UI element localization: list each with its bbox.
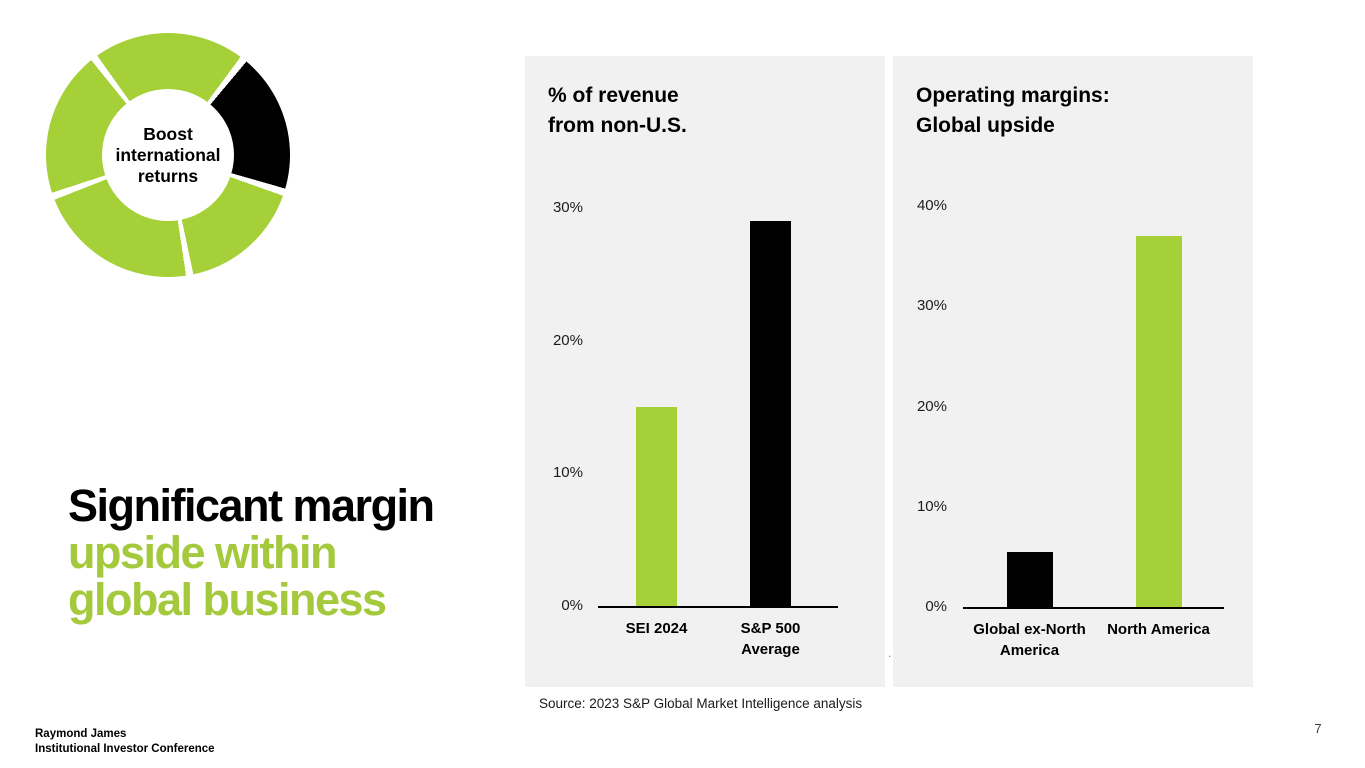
headline-line-2: upside within [68,527,337,578]
bar-chart-operating-margins: 0% 10% 20% 30% 40% Global ex-North America Nor… [893,56,1253,687]
bar-global-ex-north-america [1006,551,1053,607]
y-axis-tick-label: 30% [552,198,583,216]
page-number: 7 [1314,721,1322,736]
y-axis-tick-label: 40% [916,197,947,215]
donut-label: Boost international returns [115,123,221,186]
slide-footer: Raymond James Institutional Investor Con… [35,727,215,757]
x-axis-line [963,607,1224,609]
footer-company: Raymond James [35,728,127,740]
x-axis-category-label: North America [1107,621,1210,638]
bar-north-america [1135,236,1182,607]
headline-line-3: global business [68,574,387,625]
y-axis-tick-label: 0% [561,597,583,614]
source-note: Source: 2023 S&P Global Market Intellige… [539,696,863,711]
y-axis-tick-label: 0% [925,598,947,615]
headline-line-1: Significant margin [68,480,435,531]
bar-sei-2024 [636,406,677,606]
bar-chart-revenue-non-us: 0% 10% 20% 30% SEI 2024 S&P 500 Average [525,56,885,687]
footer-event: Institutional Investor Conference [35,743,215,755]
donut-hole: Boost international returns [102,89,234,221]
x-axis-line [598,606,838,608]
chart-title-revenue-non-us: % of revenue from non-U.S. [548,84,687,137]
y-axis-tick-label: 20% [552,331,583,349]
x-axis-category-label: Global ex-North America [973,621,1086,659]
chart-title-operating-margins: Operating margins: Global upside [916,84,1110,137]
y-axis-tick-label: 30% [916,297,947,315]
headline: Significant margin upside within global … [68,480,435,625]
bar-s&p-500-average [750,221,791,606]
y-axis-tick-label: 10% [916,497,947,515]
x-axis-category-label: S&P 500 Average [740,620,801,658]
x-axis-category-label: SEI 2024 [625,620,688,637]
chart-panel-revenue-non-us: % of revenue from non-U.S. 0% 10% 20% 30% SE… [525,56,885,687]
y-axis-tick-label: 10% [552,464,583,482]
y-axis-tick-label: 20% [916,397,947,415]
chart-panel-operating-margins: Operating margins: Global upside 0% 10% 20… [893,56,1253,687]
donut-chart: Boost international returns [46,33,290,277]
stray-period: . [888,646,892,660]
